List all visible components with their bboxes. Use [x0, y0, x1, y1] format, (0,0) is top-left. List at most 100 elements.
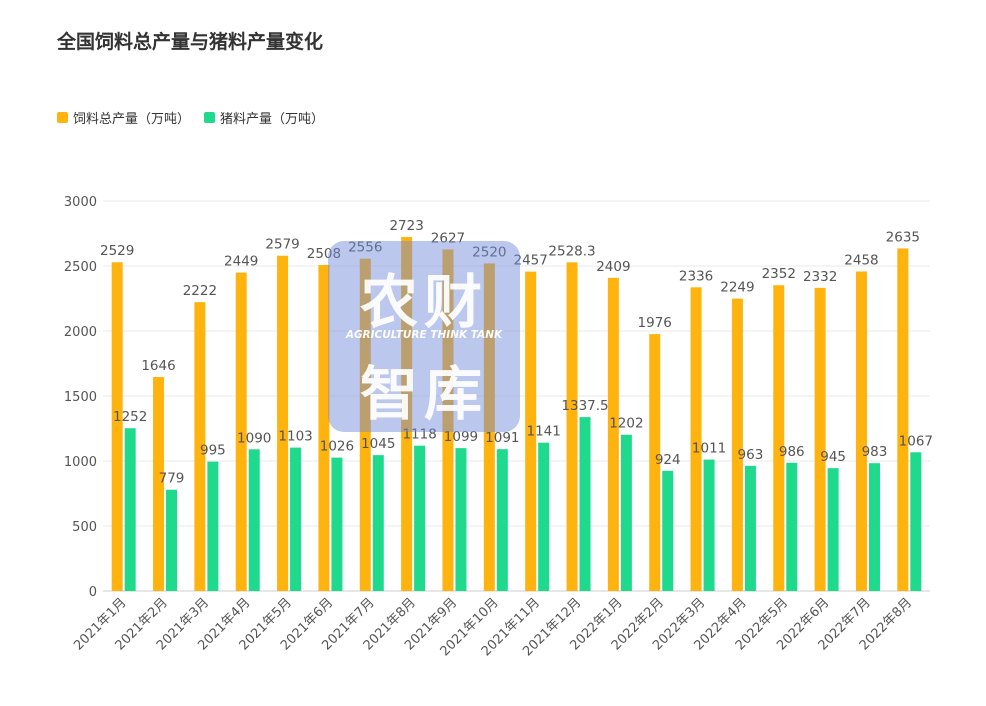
bar-total-feed [566, 262, 578, 591]
y-tick-label: 1500 [64, 390, 97, 405]
data-label-total-feed: 2723 [389, 218, 423, 234]
bar-pig-feed [290, 447, 302, 591]
bar-pig-feed [786, 462, 798, 591]
y-tick-label: 3000 [64, 195, 97, 210]
y-tick-label: 2000 [64, 325, 97, 340]
legend-label-total-feed: 饲料总产量（万吨） [73, 112, 191, 127]
data-label-total-feed: 2528.3 [548, 243, 595, 259]
bar-total-feed [814, 287, 826, 591]
legend-item-pig-feed[interactable]: 猪料产量（万吨） [204, 108, 324, 127]
data-label-pig-feed: 1026 [320, 439, 354, 455]
data-label-pig-feed: 1091 [485, 430, 519, 446]
bar-total-feed [649, 334, 661, 591]
bar-pig-feed [538, 442, 550, 591]
legend-swatch-total-feed [57, 112, 68, 123]
data-label-pig-feed: 1141 [526, 424, 560, 440]
watermark-logo: 农财 AGRICULTURE THINK TANK 智库 [328, 241, 520, 432]
data-label-total-feed: 2508 [307, 246, 341, 262]
bar-total-feed [690, 287, 702, 591]
data-label-pig-feed: 1099 [444, 429, 478, 445]
legend-swatch-pig-feed [204, 112, 216, 123]
bar-total-feed [731, 298, 743, 591]
data-label-pig-feed: 1103 [278, 429, 312, 445]
bar-pig-feed [248, 449, 260, 591]
data-label-total-feed: 2249 [720, 280, 754, 296]
bar-pig-feed [744, 465, 756, 591]
bar-pig-feed [166, 489, 178, 591]
data-label-pig-feed: 1090 [237, 430, 271, 446]
bar-pig-feed [620, 434, 632, 591]
bar-total-feed [483, 263, 495, 591]
data-label-total-feed: 2635 [886, 229, 920, 245]
bar-total-feed [153, 377, 165, 591]
bar-total-feed [401, 237, 413, 591]
bar-total-feed [318, 264, 330, 591]
bar-pig-feed [662, 470, 674, 591]
bar-total-feed [277, 255, 289, 592]
data-label-total-feed: 2449 [224, 254, 258, 270]
data-label-pig-feed: 945 [820, 449, 846, 465]
data-label-pig-feed: 1202 [609, 416, 643, 432]
bar-pig-feed [827, 468, 839, 591]
data-label-total-feed: 2352 [762, 266, 796, 282]
data-label-pig-feed: 1011 [692, 441, 726, 457]
bar-pig-feed [910, 452, 922, 591]
bar-total-feed [897, 248, 909, 591]
data-label-pig-feed: 963 [738, 447, 764, 463]
bar-total-feed [855, 271, 867, 591]
bar-pig-feed [703, 459, 715, 591]
data-label-total-feed: 2457 [513, 253, 547, 269]
watermark-text-bottom: 智库 [359, 360, 488, 428]
data-label-total-feed: 2556 [348, 240, 382, 256]
data-label-pig-feed: 924 [655, 452, 681, 468]
data-label-total-feed: 2579 [265, 237, 299, 253]
legend-item-total-feed[interactable]: 饲料总产量（万吨） [57, 108, 190, 127]
bar-pig-feed [496, 449, 508, 591]
bar-pig-feed [455, 448, 467, 591]
data-label-pig-feed: 1252 [113, 409, 147, 425]
bar-total-feed [235, 272, 247, 591]
data-label-pig-feed: 1118 [402, 427, 436, 443]
data-label-total-feed: 2336 [679, 268, 713, 284]
bar-pig-feed [124, 428, 136, 591]
data-label-total-feed: 2332 [803, 269, 837, 285]
bar-pig-feed [372, 455, 384, 591]
data-label-total-feed: 2627 [431, 230, 465, 246]
bar-pig-feed [331, 457, 343, 591]
bar-total-feed [773, 285, 785, 591]
data-label-pig-feed: 986 [779, 444, 805, 460]
chart-title: 全国饲料总产量与猪料产量变化 [57, 31, 324, 53]
data-label-total-feed: 2222 [183, 283, 217, 299]
bar-pig-feed [207, 461, 219, 591]
data-label-total-feed: 2529 [100, 243, 134, 259]
bar-pig-feed [579, 417, 591, 591]
data-label-pig-feed: 1337.5 [561, 398, 608, 414]
bar-total-feed [111, 262, 123, 591]
data-label-pig-feed: 779 [159, 471, 185, 487]
legend-label-pig-feed: 猪料产量（万吨） [220, 112, 325, 127]
data-label-total-feed: 2458 [844, 252, 878, 268]
data-label-total-feed: 2520 [472, 244, 506, 260]
bar-pig-feed [414, 445, 426, 591]
data-label-pig-feed: 1067 [899, 433, 933, 449]
data-label-pig-feed: 983 [862, 444, 888, 460]
y-tick-label: 1000 [64, 455, 97, 470]
bar-total-feed [359, 258, 371, 591]
data-label-pig-feed: 995 [200, 443, 226, 459]
y-tick-label: 2500 [64, 260, 97, 275]
watermark-text-english: AGRICULTURE THINK TANK [345, 329, 503, 341]
bar-total-feed [525, 271, 537, 591]
data-label-pig-feed: 1045 [361, 436, 395, 452]
watermark-text-top: 农财 [359, 268, 488, 336]
y-tick-label: 0 [89, 585, 97, 600]
bar-total-feed [194, 302, 206, 591]
data-label-total-feed: 1646 [141, 358, 175, 374]
bar-pig-feed [868, 463, 880, 591]
legend: 饲料总产量（万吨） 猪料产量（万吨） [57, 108, 338, 127]
data-label-total-feed: 2409 [596, 259, 630, 275]
bar-total-feed [607, 277, 619, 591]
y-tick-label: 500 [72, 520, 97, 535]
data-label-total-feed: 1976 [638, 315, 672, 331]
bar-total-feed [442, 249, 454, 592]
